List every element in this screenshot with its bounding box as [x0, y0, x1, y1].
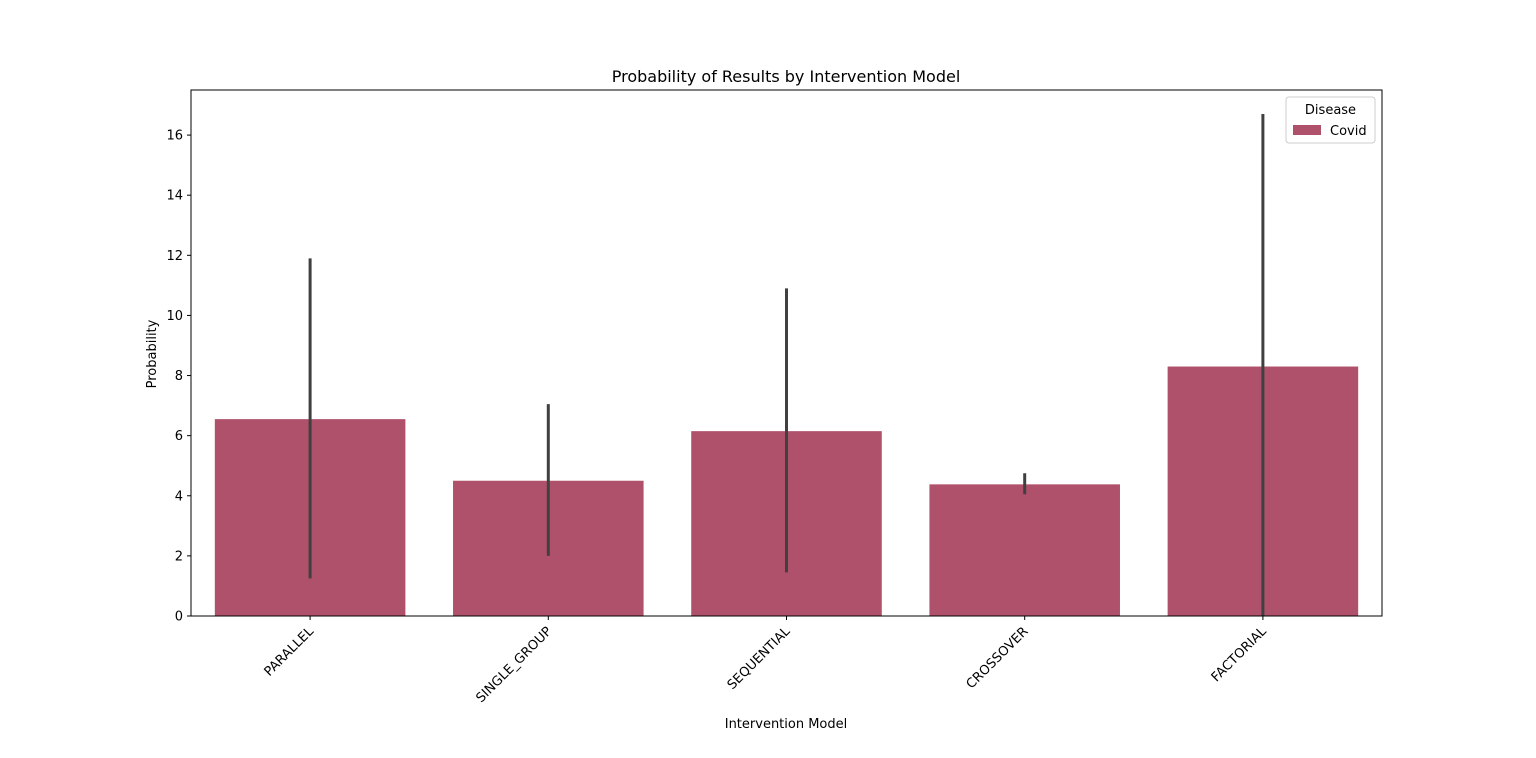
y-tick-label: 6 — [175, 429, 183, 444]
y-tick-label: 2 — [175, 549, 183, 564]
errorbars-layer — [308, 114, 1265, 616]
x-tick-label: SEQUENTIAL — [725, 624, 794, 693]
chart-title: Probability of Results by Intervention M… — [612, 67, 961, 86]
x-axis-ticks: PARALLEL SINGLE_GROUP SEQUENTIAL CROSSOVER F… — [262, 616, 1270, 706]
y-tick-label: 16 — [166, 129, 183, 144]
legend-title: Disease — [1305, 103, 1356, 118]
x-tick-label: CROSSOVER — [964, 624, 1032, 692]
y-tick-label: 0 — [175, 610, 183, 625]
y-axis-label: Probability — [145, 319, 160, 388]
y-tick-label: 10 — [166, 309, 183, 324]
x-tick-label: SINGLE_GROUP — [473, 624, 555, 706]
y-tick-label: 8 — [175, 369, 183, 384]
y-axis-ticks: 0 2 4 6 8 10 12 14 16 — [166, 129, 191, 625]
y-tick-label: 12 — [166, 249, 183, 264]
legend-swatch — [1293, 125, 1321, 135]
legend: Disease Covid — [1285, 96, 1376, 144]
legend-label: Covid — [1330, 124, 1367, 139]
x-tick-label: FACTORIAL — [1209, 624, 1270, 685]
x-tick-label: PARALLEL — [262, 624, 318, 680]
x-axis-label: Intervention Model — [725, 717, 848, 732]
bar — [929, 484, 1120, 616]
y-tick-label: 4 — [175, 489, 183, 504]
y-tick-label: 14 — [166, 189, 183, 204]
